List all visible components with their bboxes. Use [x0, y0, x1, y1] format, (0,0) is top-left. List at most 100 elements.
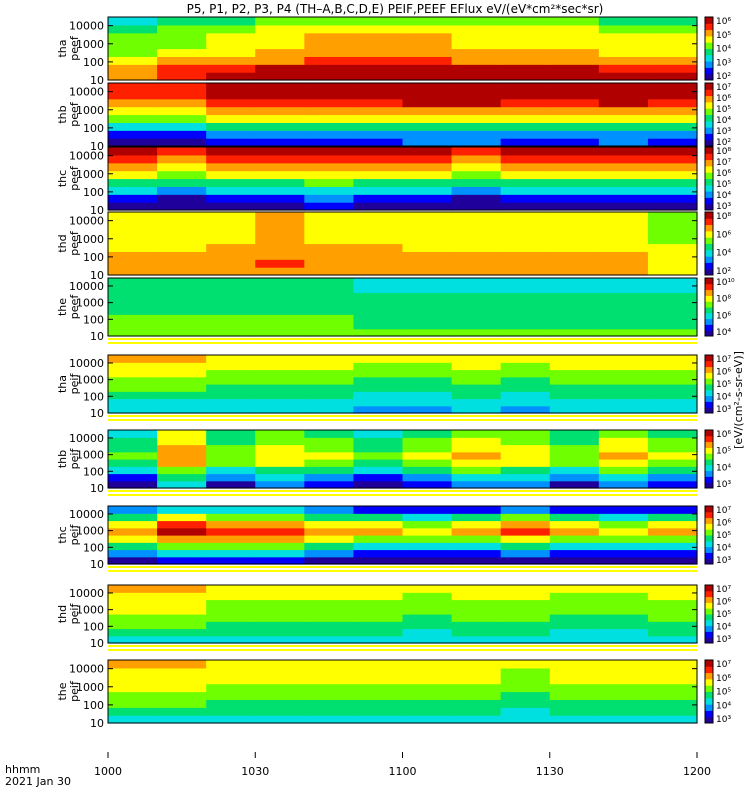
spectrogram-cell: [353, 17, 404, 26]
spectrogram-cell: [598, 292, 649, 301]
spectrogram-cell: [402, 437, 453, 446]
spectrogram-cell: [402, 17, 453, 26]
spectrogram-cell: [598, 299, 649, 308]
spectrogram-cell: [206, 328, 256, 337]
spectrogram-cell: [304, 592, 355, 601]
y-tick-label: 10: [90, 482, 104, 495]
y-tick-label: 10: [90, 204, 104, 217]
spectrogram-cell: [206, 473, 256, 482]
spectrogram-cell: [647, 660, 698, 669]
spectrogram-cell: [451, 122, 502, 131]
spectrogram-cell: [304, 48, 355, 57]
spectrogram-cell: [598, 715, 649, 724]
y-tick-label: 100: [83, 251, 104, 264]
spectrogram-cell: [304, 278, 355, 286]
spectrogram-cell: [353, 699, 404, 708]
spectrogram-cell: [549, 614, 600, 622]
spectrogram-cell: [206, 202, 256, 211]
spectrogram-cell: [206, 147, 256, 156]
spectrogram-cell: [598, 556, 649, 565]
spectrogram-cell: [353, 715, 404, 724]
spectrogram-cell: [157, 675, 207, 685]
spectrogram-cell: [598, 355, 649, 363]
spectrogram-cell: [304, 299, 355, 308]
spectrogram-cell: [255, 362, 305, 371]
spectrogram-cell: [598, 162, 649, 172]
spectrogram-cell: [353, 473, 404, 482]
spectrogram-cell: [255, 314, 305, 323]
colorbar-tick-label: 10³: [716, 202, 731, 212]
spectrogram-cell: [451, 355, 502, 363]
spectrogram-cell: [451, 715, 502, 724]
spectrogram-cell: [500, 56, 551, 65]
spectrogram-cell: [255, 299, 305, 308]
spectrogram-cell: [255, 243, 305, 252]
spectrogram-cell: [255, 227, 305, 237]
spectrogram-cell: [157, 40, 207, 50]
spectrogram-cell: [157, 122, 207, 131]
spectrogram-cell: [647, 451, 698, 460]
spectrogram-cell: [598, 202, 649, 211]
spectrogram-cell: [451, 56, 502, 65]
spectrogram-cell: [647, 606, 698, 615]
colorbar-swatch: [705, 95, 713, 103]
spectrogram-cell: [647, 527, 698, 536]
spectrogram-cell: [647, 219, 698, 229]
spectrogram-cell: [157, 64, 207, 73]
spectrogram-cell: [647, 675, 698, 685]
spectrogram-cell: [157, 130, 207, 139]
colorbar-swatch: [705, 230, 713, 238]
spectrogram-cell: [451, 513, 502, 522]
colorbar-swatch: [705, 114, 713, 122]
spectrogram-cell: [157, 227, 207, 237]
spectrogram-cell: [108, 606, 158, 615]
spectrogram-cell: [451, 202, 502, 211]
colorbar-frame: [704, 354, 714, 414]
spectrogram-cell: [255, 660, 305, 669]
spectrogram-cell: [647, 430, 698, 438]
spectrogram-cell: [157, 147, 207, 156]
spectrogram-cell: [549, 17, 600, 26]
spectrogram-cell: [353, 212, 404, 221]
spectrogram-cell: [598, 635, 649, 644]
spectrogram-cell: [108, 459, 158, 467]
spectrogram-cell: [206, 170, 256, 180]
colorbar-tick-label: 10⁴: [716, 116, 731, 126]
spectrogram-cell: [255, 202, 305, 211]
spectrogram-cell: [500, 259, 551, 268]
x-tick-label: 1030: [241, 765, 269, 778]
spectrogram-cell: [647, 130, 698, 139]
spectrogram-cell: [108, 114, 158, 123]
spectrogram-cell: [255, 32, 305, 42]
colorbar-swatch: [705, 511, 713, 519]
y-axis-label: thd: [56, 234, 69, 252]
spectrogram-cell: [108, 235, 158, 245]
spectrogram-cell: [157, 398, 207, 407]
y-tick-label: 10000: [69, 663, 104, 676]
colorbar-swatch: [705, 262, 713, 270]
spectrogram-cell: [402, 202, 453, 211]
spectrogram-cell: [304, 314, 355, 323]
spectrogram-cell: [157, 715, 207, 724]
spectrogram-cell: [353, 321, 404, 330]
spectrogram-cell: [451, 267, 502, 276]
spectrogram-cell: [402, 278, 453, 286]
spectrogram-cell: [255, 251, 305, 260]
y-tick-label: 100: [83, 390, 104, 403]
spectrogram-cell: [206, 549, 256, 558]
colorbar-swatch: [705, 153, 713, 161]
spectrogram-cell: [304, 384, 355, 392]
spectrogram-cell: [402, 480, 453, 489]
spectrogram-cell: [647, 715, 698, 724]
spectrogram-cell: [598, 243, 649, 252]
colorbar-tick-label: 10⁴: [716, 463, 731, 473]
y-tick-label: 1000: [76, 104, 104, 117]
spectrogram-cell: [157, 667, 207, 677]
spectrogram-cell: [255, 451, 305, 460]
y-tick-label: 10000: [69, 587, 104, 600]
colorbar-tick-label: 10⁴: [716, 328, 731, 338]
spectrogram-cell: [353, 660, 404, 669]
spectrogram-cell: [206, 437, 256, 446]
spectrogram-cell: [549, 376, 600, 385]
spectrogram-cell: [500, 527, 551, 536]
